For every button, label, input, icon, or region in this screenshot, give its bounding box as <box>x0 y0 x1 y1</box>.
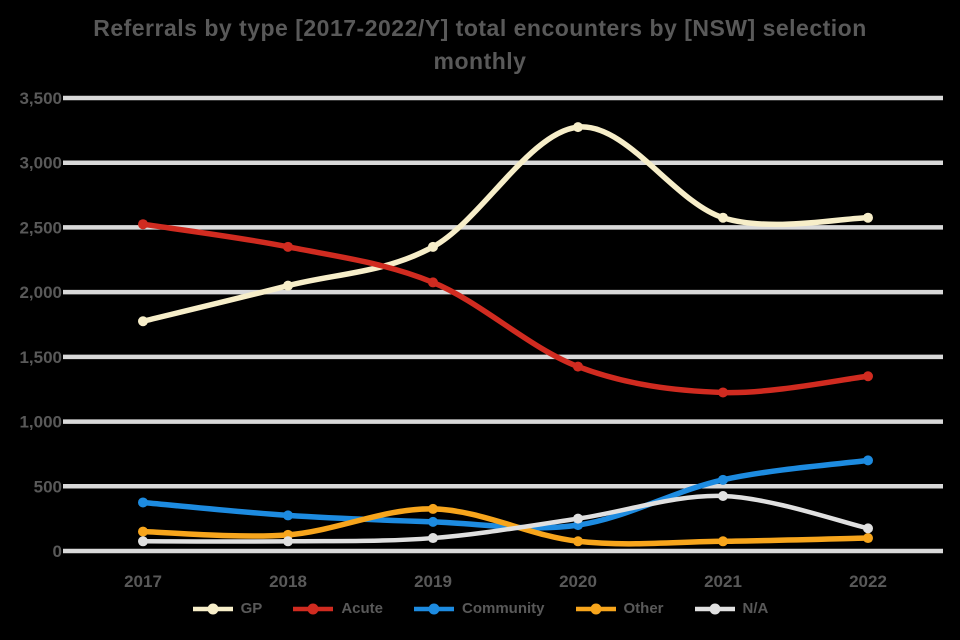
chart-title-line2: monthly <box>433 48 527 74</box>
data-point-marker <box>718 536 728 547</box>
data-point-marker <box>428 533 438 544</box>
data-point-marker <box>573 361 583 372</box>
data-point-marker <box>718 212 728 223</box>
data-point-marker <box>718 490 728 501</box>
data-point-marker <box>138 526 148 537</box>
legend-line-marker-icon <box>694 603 735 614</box>
legend-line-marker-icon <box>192 603 233 614</box>
legend-label: Other <box>623 600 664 617</box>
data-point-marker <box>428 241 438 252</box>
legend-item-community: Community <box>413 600 545 617</box>
chart-title-line1: Referrals by type [2017-2022/Y] total en… <box>93 15 867 41</box>
data-point-marker <box>718 387 728 398</box>
series-other <box>138 503 873 547</box>
legend-line-marker-icon <box>293 603 334 614</box>
x-axis-labels: 2017 2018 2019 2020 2021 2022 <box>124 572 887 591</box>
x-tick-label: 2020 <box>559 572 597 591</box>
y-axis-labels: 3,500 3,000 2,500 2,000 1,500 1,000 500 0 <box>19 89 62 561</box>
y-tick-label: 2,500 <box>19 218 62 237</box>
y-tick-label: 0 <box>53 542 62 561</box>
data-point-marker <box>428 503 438 514</box>
data-point-marker <box>138 316 148 327</box>
legend-item-other: Other <box>575 600 664 617</box>
series-line <box>140 221 871 396</box>
data-point-marker <box>283 241 293 252</box>
legend-item-acute: Acute <box>292 600 383 617</box>
y-tick-label: 1,500 <box>19 348 62 367</box>
y-tick-label: 3,000 <box>19 154 62 173</box>
chart-title: Referrals by type [2017-2022/Y] total en… <box>0 12 960 78</box>
chart-legend: GP Acute Community Other N/A <box>0 600 960 617</box>
series-line <box>140 493 871 544</box>
y-tick-label: 2,000 <box>19 283 62 302</box>
series-n-a <box>138 490 873 547</box>
legend-label: Community <box>462 600 545 617</box>
legend-line-marker-icon <box>575 603 616 614</box>
data-point-marker <box>863 212 873 223</box>
x-tick-label: 2018 <box>269 572 307 591</box>
data-point-marker <box>863 523 873 534</box>
legend-label: N/A <box>742 600 769 617</box>
data-point-marker <box>283 280 293 291</box>
series-line <box>140 457 871 531</box>
series-line <box>140 124 871 325</box>
series-community <box>138 455 873 531</box>
legend-line-marker-icon <box>414 603 454 614</box>
data-point-marker <box>138 536 148 547</box>
y-tick-label: 1,000 <box>19 413 62 432</box>
x-tick-label: 2019 <box>414 572 452 591</box>
x-tick-label: 2017 <box>124 572 162 591</box>
data-point-marker <box>573 513 583 524</box>
data-point-marker <box>138 497 148 508</box>
data-point-marker <box>428 516 438 527</box>
data-point-marker <box>863 533 873 544</box>
series-line <box>140 506 871 547</box>
legend-label: Acute <box>341 600 383 617</box>
x-tick-label: 2021 <box>704 572 742 591</box>
data-point-marker <box>283 510 293 521</box>
legend-item-gp: GP <box>192 600 263 617</box>
data-point-marker <box>573 536 583 547</box>
x-tick-label: 2022 <box>849 572 887 591</box>
data-point-marker <box>863 371 873 382</box>
data-point-marker <box>138 219 148 230</box>
data-point-marker <box>428 277 438 288</box>
y-tick-label: 3,500 <box>19 89 62 108</box>
series-gp <box>138 122 873 327</box>
data-point-marker <box>283 536 293 547</box>
legend-item-n-a: N/A <box>694 600 769 617</box>
y-tick-label: 500 <box>34 477 62 496</box>
data-point-marker <box>573 122 583 133</box>
data-point-marker <box>718 474 728 485</box>
data-point-marker <box>863 455 873 466</box>
legend-label: GP <box>240 600 263 617</box>
gridlines <box>63 95 943 554</box>
series-acute <box>138 219 873 398</box>
